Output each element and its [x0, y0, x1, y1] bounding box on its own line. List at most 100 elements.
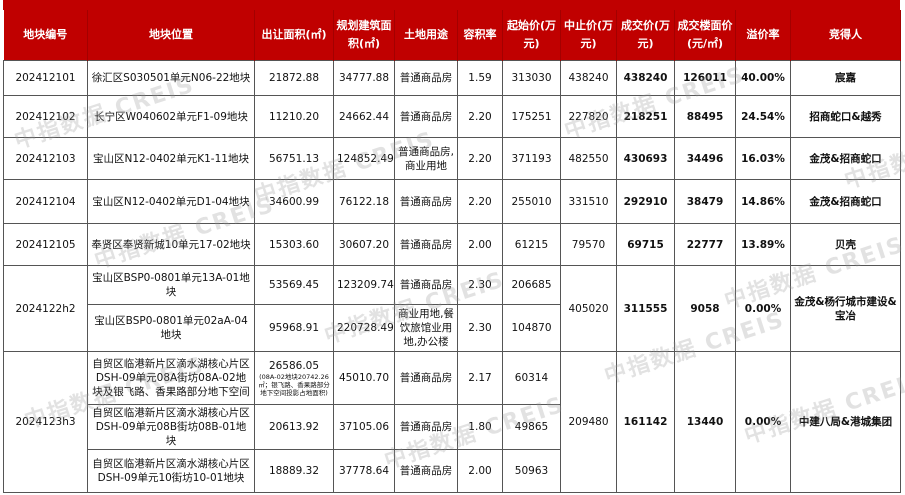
floor-price-cell: 126011	[674, 60, 736, 96]
deal-price-cell: 438240	[616, 60, 675, 96]
header-land-use: 土地用途	[394, 10, 458, 61]
deal-price-cell: 218251	[616, 95, 675, 138]
land-use-cell: 普通商品房	[394, 95, 458, 138]
premium-rate-cell: 24.54%	[735, 95, 791, 138]
stop-price-cell: 438240	[560, 60, 617, 96]
start-price-cell: 60314	[502, 351, 561, 405]
floor-price-cell: 88495	[674, 95, 736, 138]
land-use-cell: 普通商品房	[394, 223, 458, 266]
gfa-cell: 30607.20	[333, 223, 395, 266]
table-row: 202412105 奉贤区奉贤新城10单元17-02地块 15303.60 30607…	[3, 223, 901, 266]
start-price-cell: 206685	[502, 265, 561, 305]
winner-cell: 金茂&招商蛇口	[790, 179, 901, 224]
floor-price-cell: 13440	[674, 351, 736, 493]
land-area-cell: 34600.99	[254, 179, 334, 224]
deal-price-cell: 430693	[616, 137, 675, 180]
land-area-cell: 56751.13	[254, 137, 334, 180]
far-cell: 1.59	[457, 60, 503, 96]
location-cell: 宝山区N12-0402单元K1-11地块	[87, 137, 255, 180]
land-area-cell: 20613.92	[254, 404, 334, 450]
location-cell: 徐汇区S030501单元N06-22地块	[87, 60, 255, 96]
land-area-cell: 53569.45	[254, 265, 334, 305]
far-cell: 1.80	[457, 404, 503, 450]
land-area-cell: 18889.32	[254, 449, 334, 493]
land-use-cell: 普通商品房	[394, 351, 458, 405]
winner-cell: 中建八局&港城集团	[790, 351, 901, 493]
far-cell: 2.20	[457, 137, 503, 180]
floor-price-cell: 9058	[674, 265, 736, 352]
land-area-cell: 15303.60	[254, 223, 334, 266]
land-area-cell: 26586.05 (08A-02地块20742.26㎡；银飞路、香果路部分地下空间…	[254, 351, 334, 405]
stop-price-cell: 482550	[560, 137, 617, 180]
header-premium-rate: 溢价率	[735, 10, 791, 61]
location-cell: 长宁区W040602单元F1-09地块	[87, 95, 255, 138]
far-cell: 2.20	[457, 179, 503, 224]
location-cell: 宝山区N12-0402单元D1-04地块	[87, 179, 255, 224]
header-location: 地块位置	[87, 10, 255, 61]
plot-id-cell: 2024122h2	[3, 265, 88, 352]
start-price-cell: 104870	[502, 304, 561, 352]
location-cell: 自贸区临港新片区滴水湖核心片区DSH-09单元10街坊10-01地块	[87, 449, 255, 493]
header-deal-price: 成交价(万元)	[616, 10, 675, 61]
table-row: 202412103 宝山区N12-0402单元K1-11地块 56751.13 124…	[3, 137, 901, 180]
land-area-cell: 11210.20	[254, 95, 334, 138]
plot-id-cell: 202412105	[3, 223, 88, 266]
plot-id-cell: 202412104	[3, 179, 88, 224]
header-row: 地块编号 地块位置 出让面积(㎡) 规划建筑面积(㎡) 土地用途 容积率 起始价(万元) 中止…	[3, 10, 901, 61]
winner-cell: 招商蛇口&越秀	[790, 95, 901, 138]
header-start-price: 起始价(万元)	[502, 10, 561, 61]
location-cell: 宝山区BSP0-0801单元02aA-04地块	[87, 304, 255, 352]
stop-price-cell: 405020	[560, 265, 617, 352]
header-stop-price: 中止价(万元)	[560, 10, 617, 61]
top-band	[3, 0, 900, 10]
far-cell: 2.30	[457, 265, 503, 305]
deal-price-cell: 69715	[616, 223, 675, 266]
gfa-cell: 37105.06	[333, 404, 395, 450]
start-price-cell: 49865	[502, 404, 561, 450]
premium-rate-cell: 40.00%	[735, 60, 791, 96]
gfa-cell: 124852.49	[333, 137, 395, 180]
land-use-cell: 普通商品房,商业用地	[394, 137, 458, 180]
far-cell: 2.20	[457, 95, 503, 138]
table-row: 2024122h2 宝山区BSP0-0801单元13A-01地块 53569.45 1…	[3, 265, 901, 352]
table-row: 202412102 长宁区W040602单元F1-09地块 11210.20 2466…	[3, 95, 901, 138]
location-cell: 自贸区临港新片区滴水湖核心片区DSH-09单元08B街坊08B-01地块	[87, 404, 255, 450]
table-row: 202412104 宝山区N12-0402单元D1-04地块 34600.99 761…	[3, 179, 901, 224]
deal-price-cell: 161142	[616, 351, 675, 493]
table-row: 宝山区BSP0-0801单元02aA-04地块 95968.91 220728.49…	[4, 304, 901, 352]
land-use-cell: 普通商品房	[394, 449, 458, 493]
header-floor-price: 成交楼面价(元/㎡)	[674, 10, 736, 61]
gfa-cell: 45010.70	[333, 351, 395, 405]
floor-price-cell: 22777	[674, 223, 736, 266]
far-cell: 2.17	[457, 351, 503, 405]
land-use-cell: 普通商品房	[394, 404, 458, 450]
land-area-cell: 95968.91	[254, 304, 334, 352]
winner-cell: 贝壳	[790, 223, 901, 266]
header-gfa: 规划建筑面积(㎡)	[333, 10, 395, 61]
premium-rate-cell: 13.89%	[735, 223, 791, 266]
plot-id-cell: 202412101	[3, 60, 88, 96]
gfa-cell: 76122.18	[333, 179, 395, 224]
plot-id-cell: 2024123h3	[3, 351, 88, 493]
table-row: 自贸区临港新片区滴水湖核心片区DSH-09单元10街坊10-01地块 18889.…	[4, 449, 901, 493]
far-cell: 2.30	[457, 304, 503, 352]
winner-cell: 金茂&招商蛇口	[790, 137, 901, 180]
land-use-cell: 普通商品房	[394, 179, 458, 224]
floor-price-cell: 38479	[674, 179, 736, 224]
start-price-cell: 175251	[502, 95, 561, 138]
location-cell: 奉贤区奉贤新城10单元17-02地块	[87, 223, 255, 266]
deal-price-cell: 292910	[616, 179, 675, 224]
location-cell: 宝山区BSP0-0801单元13A-01地块	[87, 265, 255, 305]
header-land-area: 出让面积(㎡)	[254, 10, 334, 61]
table-row: 自贸区临港新片区滴水湖核心片区DSH-09单元08B街坊08B-01地块 2061…	[4, 404, 901, 450]
gfa-cell: 123209.74	[333, 265, 395, 305]
start-price-cell: 371193	[502, 137, 561, 180]
winner-cell: 宸嘉	[790, 60, 901, 96]
premium-rate-cell: 14.86%	[735, 179, 791, 224]
land-area-note: (08A-02地块20742.26㎡；银飞路、香果路部分地下空间投影占地面积)	[258, 373, 330, 397]
premium-rate-cell: 16.03%	[735, 137, 791, 180]
floor-price-cell: 34496	[674, 137, 736, 180]
header-winner: 竞得人	[790, 10, 901, 61]
start-price-cell: 50963	[502, 449, 561, 493]
land-use-cell: 普通商品房	[394, 265, 458, 305]
